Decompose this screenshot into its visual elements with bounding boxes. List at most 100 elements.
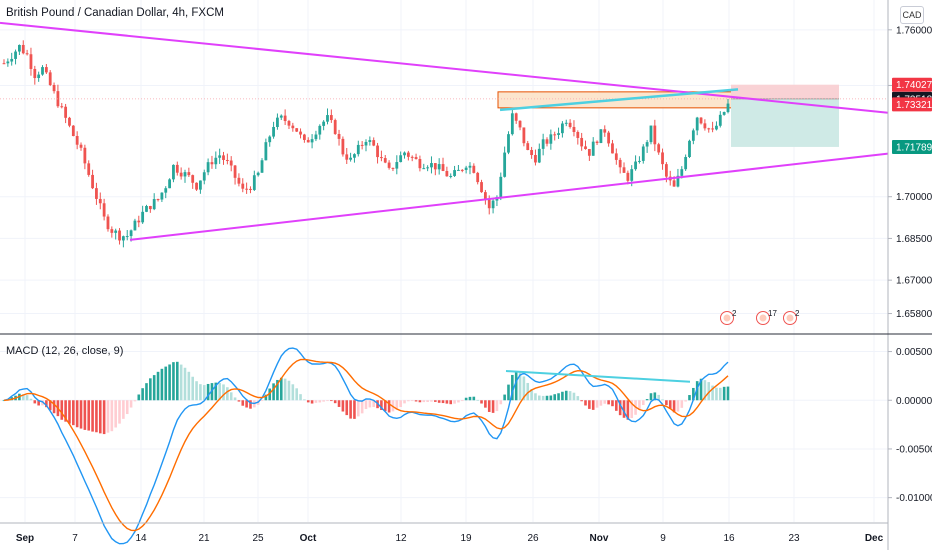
macd-histogram-bar — [549, 395, 553, 401]
macd-histogram-bar — [711, 385, 714, 401]
candle-body — [711, 128, 714, 130]
candle-body — [229, 160, 233, 166]
price-label-bg — [892, 97, 932, 112]
candle-body — [133, 220, 137, 231]
macd-histogram-bar — [588, 400, 591, 409]
macd-histogram-bar — [418, 400, 422, 403]
macd-histogram-bar — [145, 383, 148, 401]
macd-histogram-bar — [337, 400, 341, 407]
macd-histogram-bar — [399, 400, 402, 408]
event-flag-icon — [723, 314, 731, 322]
candle-body — [680, 169, 684, 176]
candle-body — [441, 164, 445, 171]
candle-body — [549, 134, 553, 144]
drawing-lines — [0, 21, 889, 383]
time-tick-label: 25 — [252, 533, 264, 544]
currency-badge[interactable]: CAD — [900, 6, 924, 24]
macd-histogram-bar — [464, 397, 468, 401]
candle-body — [314, 134, 318, 140]
candle-body — [125, 236, 129, 238]
macd-histogram-bar — [98, 400, 102, 434]
macd-histogram-bar — [122, 400, 125, 419]
price-tick-label: 1.67000 — [896, 276, 932, 287]
candle-body — [29, 54, 33, 69]
candle-body — [433, 163, 437, 170]
event-count: 2 — [732, 309, 737, 318]
candles — [2, 40, 730, 248]
candle-body — [445, 170, 449, 177]
macd-histogram-bar — [222, 384, 225, 401]
macd-histogram-bar — [564, 390, 568, 401]
candle-body — [722, 112, 726, 115]
macd-histogram-bar — [175, 361, 179, 401]
macd-histogram-bar — [299, 394, 302, 401]
candle-body — [160, 192, 164, 200]
macd-histogram-bar — [684, 400, 687, 402]
time-tick-label: 23 — [788, 533, 800, 544]
macd-histogram-bar — [441, 400, 445, 404]
candle-body — [695, 117, 699, 131]
candle-body — [688, 140, 691, 158]
candle-body — [68, 117, 71, 126]
candle-body — [44, 67, 48, 73]
macd-histogram-bar — [537, 395, 541, 401]
macd-histogram-bar — [229, 392, 233, 401]
price-label-bg — [892, 139, 932, 154]
price-label: 1.73321 — [896, 100, 932, 111]
macd-histogram-bar — [460, 400, 464, 402]
candle-body — [356, 144, 360, 155]
macd-histogram-bar — [306, 400, 310, 403]
candle-body — [580, 137, 584, 147]
candle-body — [380, 157, 383, 159]
macd-histogram-bar — [149, 378, 152, 401]
candle-body — [599, 129, 603, 143]
candle-body — [703, 123, 707, 129]
macd-histogram-bar — [595, 400, 599, 408]
time-tick-label: 21 — [198, 533, 210, 544]
candle-body — [214, 157, 218, 165]
candle-body — [299, 131, 302, 135]
macd-histogram-bar — [110, 400, 114, 432]
macd-histogram-bar — [437, 400, 441, 403]
macd-histogram-bar — [137, 394, 141, 401]
macd-histogram-bar — [495, 400, 499, 412]
time-tick-label: 19 — [460, 533, 472, 544]
candle-body — [464, 167, 468, 170]
macd-histogram-bar — [680, 400, 684, 408]
macd-histogram-bar — [568, 391, 572, 401]
candle-body — [175, 164, 179, 173]
macd-histogram-bar — [168, 364, 171, 401]
candle-body — [426, 167, 430, 169]
macd-histogram-bar — [79, 400, 83, 429]
macd-histogram-bar — [218, 382, 221, 401]
macd-histogram-bar — [356, 400, 360, 417]
macd-histogram-bar — [125, 400, 129, 415]
candle-body — [322, 121, 326, 126]
candle-body — [272, 126, 275, 137]
candle-body — [418, 158, 422, 169]
candle-body — [21, 44, 25, 54]
macd-histogram-bar — [561, 391, 564, 401]
candle-body — [472, 165, 476, 173]
candle-body — [75, 135, 79, 145]
time-tick-label: Oct — [300, 533, 317, 544]
macd-histogram-bar — [672, 400, 676, 413]
macd-histogram-bar — [480, 400, 483, 404]
macd-histogram-bar — [422, 400, 426, 403]
upper-trendline — [0, 21, 889, 114]
stop-loss-zone — [731, 84, 839, 99]
macd-histogram-bar — [249, 400, 252, 409]
macd-histogram-bar — [491, 400, 495, 413]
macd-histogram-bar — [237, 400, 241, 402]
macd-histogram-bar — [638, 400, 641, 410]
candle-body — [25, 53, 29, 55]
candle-body — [302, 134, 306, 140]
candle-body — [233, 165, 237, 178]
candle-body — [102, 203, 106, 217]
candle-body — [576, 131, 580, 138]
macd-histogram-bar — [341, 400, 345, 412]
candle-body — [537, 148, 541, 163]
macd-histogram-bar — [195, 381, 198, 401]
macd-histogram-bar — [692, 387, 695, 401]
